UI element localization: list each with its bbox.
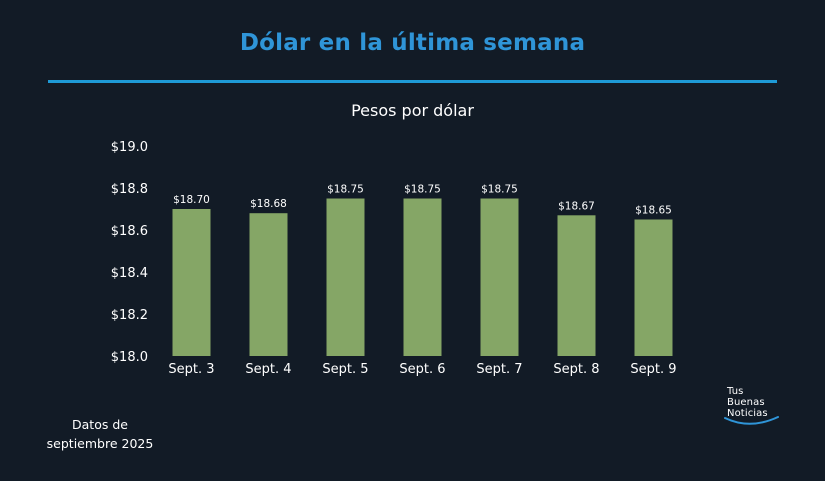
x-tick-label: Sept. 8 (553, 362, 599, 377)
bar-value-label: $18.70 (173, 194, 210, 206)
chart-title: Pesos por dólar (351, 101, 474, 120)
bar-value-label: $18.65 (635, 205, 672, 217)
x-tick-label: Sept. 3 (168, 362, 214, 377)
bar (249, 213, 288, 356)
footnote-line-2: septiembre 2025 (46, 436, 154, 451)
bar (480, 198, 519, 356)
bar-value-label: $18.75 (481, 184, 518, 196)
x-tick-label: Sept. 4 (245, 362, 291, 377)
y-tick-label: $18.6 (111, 224, 148, 239)
bar (557, 215, 596, 356)
brand-logo: Tus Buenas Noticias (724, 386, 797, 436)
x-tick-label: Sept. 6 (399, 362, 445, 377)
bar (172, 209, 211, 356)
logo-swoosh-icon (724, 416, 779, 425)
x-tick-label: Sept. 7 (476, 362, 522, 377)
y-tick-label: $18.2 (111, 308, 148, 323)
logo-line-2: Buenas (727, 397, 765, 408)
logo-line-1: Tus (727, 386, 744, 397)
logo-line-3: Noticias (727, 408, 768, 419)
x-tick-label: Sept. 5 (322, 362, 368, 377)
bar (403, 198, 442, 356)
y-tick-label: $18.0 (111, 350, 148, 365)
bar (634, 219, 673, 356)
bar (326, 198, 365, 356)
bar-value-label: $18.68 (250, 198, 287, 210)
x-tick-label: Sept. 9 (630, 362, 676, 377)
page-title: Dólar en la última semana (239, 30, 586, 56)
y-tick-label: $19.0 (111, 140, 148, 155)
y-tick-label: $18.8 (111, 182, 148, 197)
bar-value-label: $18.67 (558, 200, 595, 212)
bar-value-label: $18.75 (327, 184, 364, 196)
data-source-note: Datos de septiembre 2025 (40, 415, 160, 453)
y-tick-label: $18.4 (111, 266, 148, 281)
title-divider (48, 80, 777, 83)
bar-value-label: $18.75 (404, 184, 441, 196)
footnote-line-1: Datos de (72, 417, 128, 432)
